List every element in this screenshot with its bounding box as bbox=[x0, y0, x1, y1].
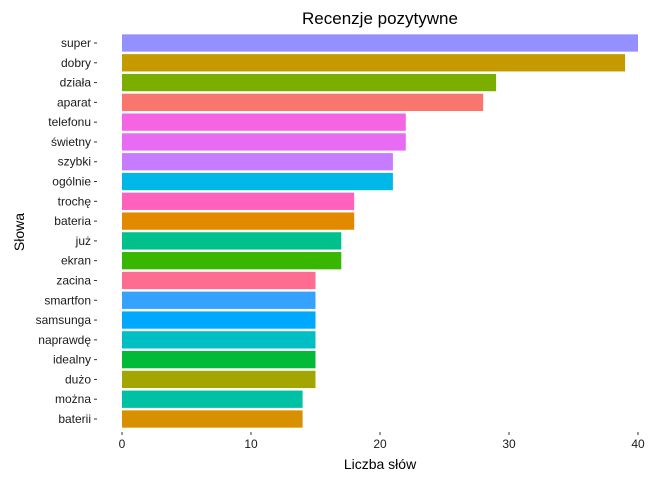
bar-3 bbox=[122, 93, 484, 112]
x-axis-title: Liczba słów bbox=[344, 456, 417, 472]
bar-17 bbox=[122, 370, 316, 389]
y-tick-label: telefonu bbox=[48, 115, 91, 129]
bar-12 bbox=[122, 271, 316, 290]
x-axis: 0 10 20 30 40 bbox=[119, 432, 645, 451]
bar-16 bbox=[122, 350, 316, 369]
x-tick-label: 40 bbox=[631, 437, 645, 451]
bar-10 bbox=[122, 232, 342, 250]
bar-0 bbox=[122, 34, 638, 52]
x-tick-label: 30 bbox=[502, 437, 516, 451]
bar-9 bbox=[122, 212, 355, 230]
bar-18 bbox=[122, 390, 303, 408]
y-tick-label: naprawdę bbox=[38, 333, 91, 347]
bar-11 bbox=[122, 252, 342, 270]
y-tick-label: ogólnie bbox=[52, 175, 91, 189]
x-tick-label: 0 bbox=[119, 437, 126, 451]
chart-title: Recenzje pozytywne bbox=[302, 9, 458, 28]
bar-6 bbox=[122, 153, 393, 171]
y-tick-label: super bbox=[61, 36, 91, 50]
bar-2 bbox=[122, 73, 497, 92]
y-tick-label: samsunga bbox=[36, 313, 92, 327]
y-tick-label: już bbox=[75, 234, 91, 248]
y-tick-label: dobry bbox=[61, 56, 91, 70]
y-tick-label: ekran bbox=[61, 254, 91, 268]
y-tick-label: bateria bbox=[54, 214, 91, 228]
bar-8 bbox=[122, 192, 355, 210]
bar-19 bbox=[122, 410, 303, 428]
x-tick-label: 20 bbox=[373, 437, 387, 451]
y-tick-label: smartfon bbox=[44, 293, 91, 307]
y-tick-label: można bbox=[55, 392, 91, 406]
y-tick-label: idealny bbox=[53, 353, 91, 367]
bar-15 bbox=[122, 331, 316, 349]
y-tick-label: świetny bbox=[51, 135, 91, 149]
y-axis: super dobry działa aparat telefonu świetny szy… bbox=[36, 36, 97, 426]
y-tick-label: trochę bbox=[58, 194, 92, 208]
bar-4 bbox=[122, 113, 406, 131]
bar-14 bbox=[122, 311, 316, 329]
y-tick-label: dużo bbox=[65, 372, 91, 386]
bars bbox=[122, 34, 638, 428]
bar-5 bbox=[122, 133, 406, 151]
y-tick-label: szybki bbox=[58, 155, 91, 169]
y-tick-label: aparat bbox=[57, 95, 92, 109]
y-axis-title: Słowa bbox=[11, 213, 27, 251]
y-tick-label: działa bbox=[60, 76, 92, 90]
y-tick-label: baterii bbox=[58, 412, 91, 426]
bar-13 bbox=[122, 291, 316, 309]
y-tick-label: zacina bbox=[56, 273, 91, 287]
bar-1 bbox=[122, 54, 626, 72]
bar-7 bbox=[122, 172, 393, 191]
x-tick-label: 10 bbox=[244, 437, 258, 451]
